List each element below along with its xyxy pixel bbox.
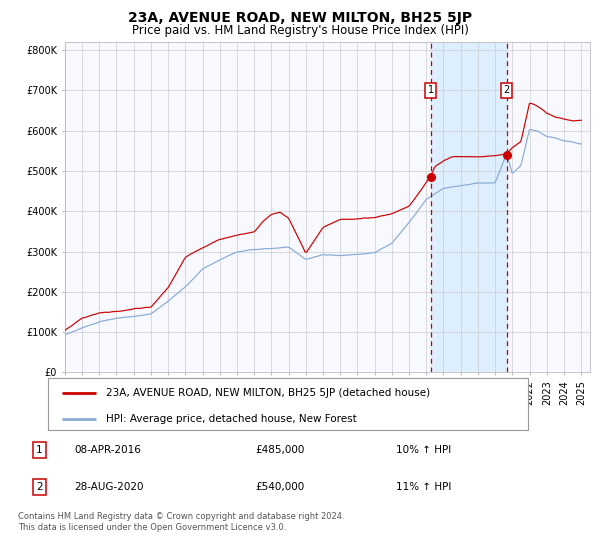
Text: 23A, AVENUE ROAD, NEW MILTON, BH25 5JP: 23A, AVENUE ROAD, NEW MILTON, BH25 5JP bbox=[128, 11, 472, 25]
Text: 1: 1 bbox=[36, 445, 43, 455]
Text: Price paid vs. HM Land Registry's House Price Index (HPI): Price paid vs. HM Land Registry's House … bbox=[131, 24, 469, 36]
Text: 1: 1 bbox=[428, 85, 434, 95]
Text: 28-AUG-2020: 28-AUG-2020 bbox=[74, 482, 144, 492]
Text: Contains HM Land Registry data © Crown copyright and database right 2024.
This d: Contains HM Land Registry data © Crown c… bbox=[18, 512, 344, 532]
Bar bbox=[431, 42, 506, 372]
Text: £540,000: £540,000 bbox=[255, 482, 304, 492]
Text: £485,000: £485,000 bbox=[255, 445, 304, 455]
Text: 23A, AVENUE ROAD, NEW MILTON, BH25 5JP (detached house): 23A, AVENUE ROAD, NEW MILTON, BH25 5JP (… bbox=[106, 388, 430, 398]
Text: 10% ↑ HPI: 10% ↑ HPI bbox=[396, 445, 451, 455]
Text: 08-APR-2016: 08-APR-2016 bbox=[74, 445, 141, 455]
Text: HPI: Average price, detached house, New Forest: HPI: Average price, detached house, New … bbox=[106, 414, 356, 423]
Text: 11% ↑ HPI: 11% ↑ HPI bbox=[396, 482, 451, 492]
Text: 2: 2 bbox=[503, 85, 510, 95]
FancyBboxPatch shape bbox=[48, 378, 528, 430]
Text: 2: 2 bbox=[36, 482, 43, 492]
